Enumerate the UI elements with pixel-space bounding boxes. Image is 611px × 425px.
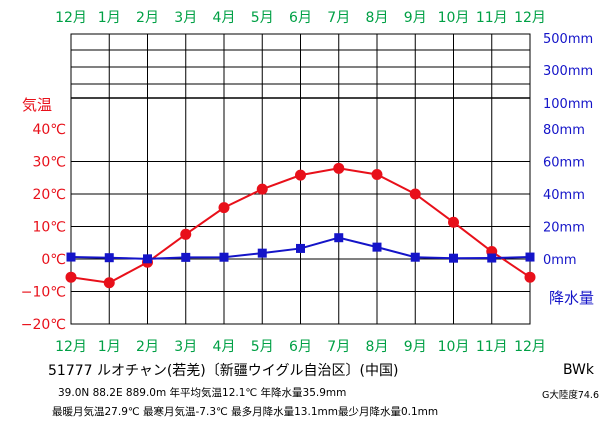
precipitation-point xyxy=(334,233,344,243)
precipitation-point xyxy=(449,253,458,263)
precipitation-point xyxy=(257,248,267,258)
precipitation-tick-label: 0mm xyxy=(543,253,577,268)
precipitation-tick-label: 60mm xyxy=(543,156,585,171)
temperature-tick-label: 20℃ xyxy=(32,187,66,203)
precipitation-point xyxy=(66,252,76,262)
station-title: 51777 ルオチャン(若羌)〔新疆ウイグル自治区〕(中国) xyxy=(48,363,399,379)
temperature-tick-label: −10℃ xyxy=(21,285,66,301)
precipitation-tick-label: 300mm xyxy=(543,64,593,79)
precipitation-point xyxy=(296,243,305,253)
temperature-axis-title: 気温 xyxy=(22,96,52,114)
temperature-point xyxy=(371,169,383,180)
month-label-top: 4月 xyxy=(213,10,236,26)
precipitation-axis-title: 降水量 xyxy=(549,289,594,307)
temperature-tick-label: 30℃ xyxy=(32,155,66,171)
continentality-index: G大陸度74.6 xyxy=(541,390,599,401)
month-label-bottom: 3月 xyxy=(174,339,197,355)
month-label-top: 1月 xyxy=(98,10,121,26)
temperature-point xyxy=(180,228,192,240)
precipitation-point xyxy=(410,252,420,262)
month-label-bottom: 12月 xyxy=(55,339,87,355)
precipitation-tick-label: 500mm xyxy=(543,32,593,47)
month-label-bottom: 12月 xyxy=(514,339,546,355)
temperature-point xyxy=(218,202,230,214)
month-label-bottom: 8月 xyxy=(366,339,389,355)
month-label-top: 5月 xyxy=(251,10,274,26)
month-label-bottom: 6月 xyxy=(289,339,312,355)
precipitation-tick-label: 40mm xyxy=(543,188,585,203)
month-label-bottom: 9月 xyxy=(404,339,427,355)
temperature-point xyxy=(256,183,268,195)
month-label-bottom: 1月 xyxy=(98,339,121,355)
temperature-point xyxy=(333,162,345,174)
temperature-point xyxy=(409,188,421,200)
month-label-bottom: 5月 xyxy=(251,339,274,355)
koppen-classification: BWk xyxy=(562,362,594,378)
temperature-point xyxy=(103,277,115,289)
precipitation-point xyxy=(487,253,497,263)
month-label-top: 9月 xyxy=(404,10,427,26)
station-summary-line2: 最暖月気温27.9℃ 最寒月気温-7.3℃ 最多月降水量13.1mm最少月降水量… xyxy=(52,406,439,418)
month-label-top: 12月 xyxy=(514,10,546,26)
month-label-bottom: 7月 xyxy=(327,339,350,355)
month-label-bottom: 10月 xyxy=(438,339,470,355)
temperature-point xyxy=(295,169,306,181)
month-label-top: 2月 xyxy=(136,10,159,26)
month-label-bottom: 4月 xyxy=(213,339,236,355)
precipitation-point xyxy=(525,252,535,262)
precipitation-point xyxy=(219,252,229,262)
month-label-top: 7月 xyxy=(327,10,350,26)
precipitation-tick-label: 100mm xyxy=(543,97,593,112)
month-label-top: 3月 xyxy=(174,10,197,26)
temperature-tick-labels: 40℃ 30℃ 20℃ 10℃ 0℃ −10℃ −20℃ xyxy=(21,122,66,333)
month-label-top: 8月 xyxy=(366,10,389,26)
month-label-bottom: 11月 xyxy=(476,339,508,355)
precipitation-point xyxy=(143,254,152,264)
temperature-point xyxy=(448,216,459,228)
month-labels-top: 12月 1月 2月 3月 4月 5月 6月 7月 8月 9月 10月 11月 12月 xyxy=(55,10,546,26)
precipitation-tick-label: 80mm xyxy=(543,123,585,138)
precipitation-point xyxy=(372,242,382,252)
temperature-point xyxy=(65,271,77,283)
month-label-top: 6月 xyxy=(289,10,312,26)
month-labels-bottom: 12月 1月 2月 3月 4月 5月 6月 7月 8月 9月 10月 11月 12月 xyxy=(55,339,546,355)
station-summary-line1: 39.0N 88.2E 889.0m 年平均気温12.1℃ 年降水量35.9mm xyxy=(58,387,347,399)
temperature-point xyxy=(524,271,536,283)
month-label-top: 10月 xyxy=(438,10,470,26)
precipitation-tick-labels: 500mm 300mm 100mm 80mm 60mm 40mm 20mm 0mm xyxy=(543,32,593,268)
temperature-tick-label: −20℃ xyxy=(21,317,66,333)
temperature-tick-label: 40℃ xyxy=(32,122,66,138)
month-label-bottom: 2月 xyxy=(136,339,159,355)
precipitation-series xyxy=(66,233,535,264)
temperature-tick-label: 10℃ xyxy=(32,220,66,236)
month-label-top: 12月 xyxy=(55,10,87,26)
precipitation-point xyxy=(104,253,114,263)
temperature-tick-label: 0℃ xyxy=(41,252,66,268)
precipitation-point xyxy=(181,252,191,262)
month-label-top: 11月 xyxy=(476,10,508,26)
precipitation-tick-label: 20mm xyxy=(543,221,585,236)
